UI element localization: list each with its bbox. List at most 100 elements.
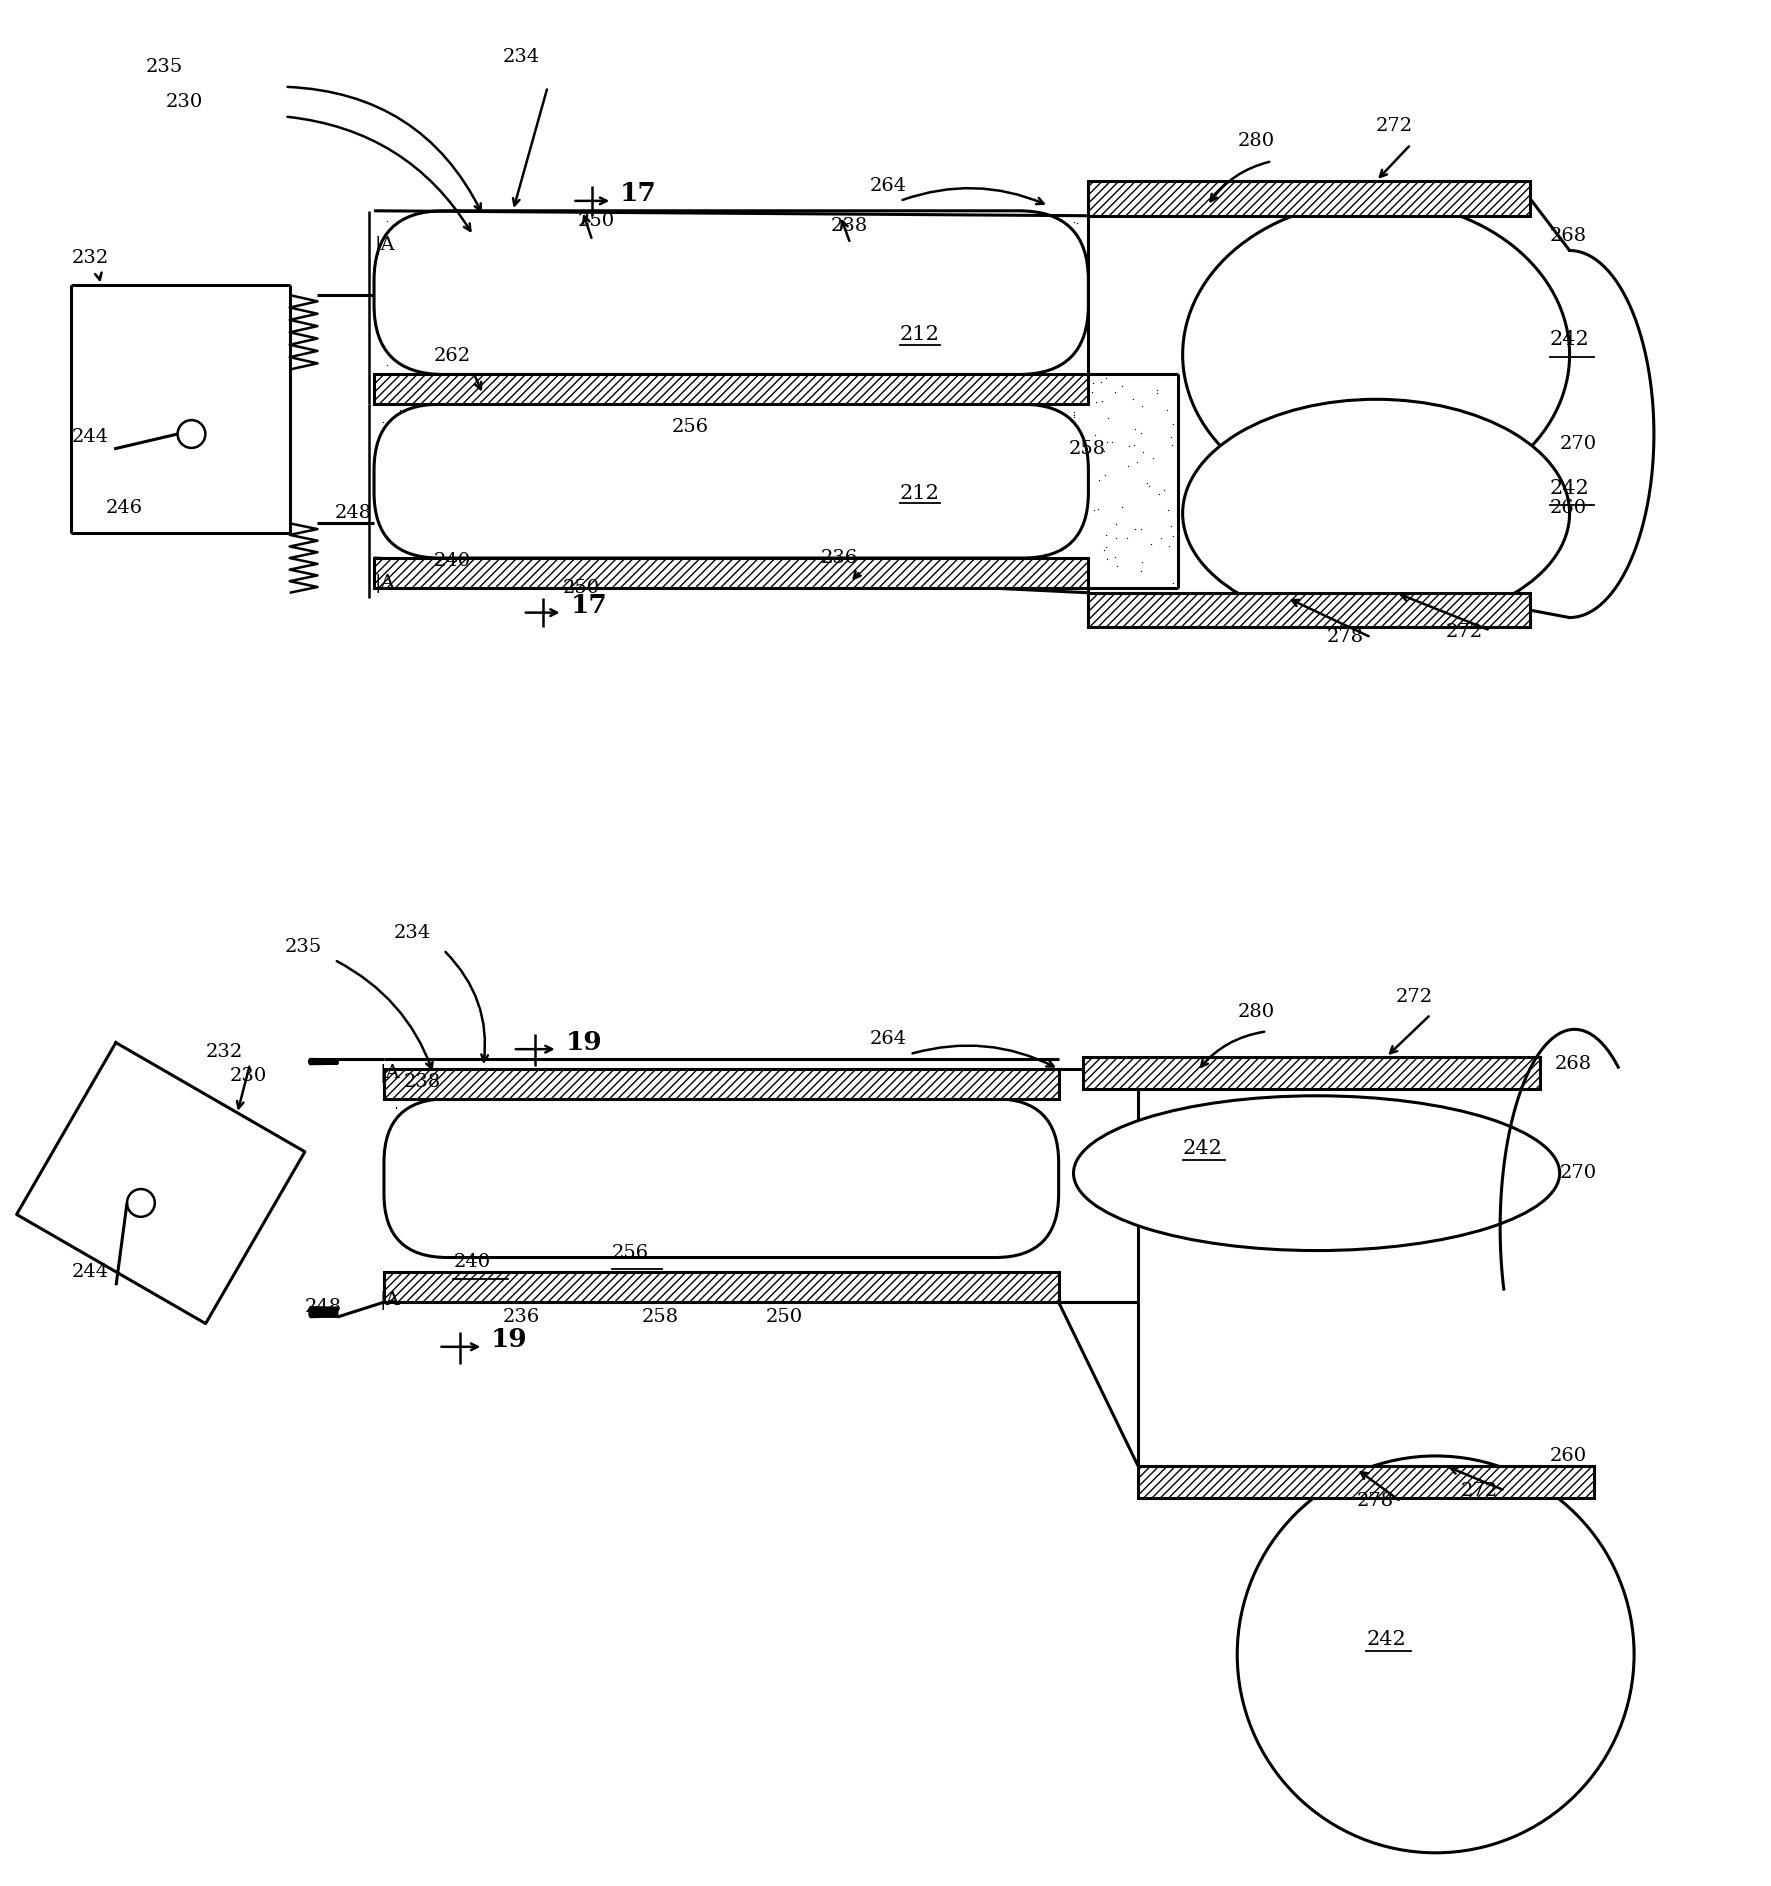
Point [1518,298,1546,328]
Text: |A: |A [379,1290,400,1309]
Point [739,500,767,530]
Point [397,417,425,447]
Point [1456,339,1484,370]
Point [1001,536,1029,566]
Point [1535,302,1564,332]
Point [1034,513,1063,543]
Point [1521,1596,1550,1626]
Point [808,1218,836,1249]
Point [1488,1660,1516,1690]
Point [903,1224,932,1254]
Point [1495,338,1523,368]
Point [1410,1765,1438,1795]
Point [1481,1175,1509,1205]
Point [1334,1524,1362,1554]
Point [1589,1682,1617,1712]
Point [763,1194,792,1224]
Point [1257,541,1286,571]
Point [1319,1128,1348,1158]
Point [1440,571,1468,602]
Point [1431,1454,1459,1484]
Point [1472,1152,1500,1183]
Point [1004,307,1032,338]
Point [1268,1596,1296,1626]
Point [813,468,841,498]
Point [971,1190,999,1220]
Point [861,264,889,294]
Point [1481,1169,1509,1199]
Point [1234,328,1263,358]
Point [1330,1746,1358,1777]
Point [1275,353,1303,383]
Point [1114,1154,1142,1184]
Point [1328,1215,1357,1245]
Point [565,536,593,566]
Point [1535,1722,1564,1752]
Point [1284,504,1312,534]
Point [1119,1183,1148,1213]
Point [744,1235,772,1266]
Point [1461,377,1489,407]
Point [1438,1503,1466,1533]
Point [1401,579,1429,609]
Point [1307,564,1335,594]
Point [1357,1482,1385,1513]
Point [1424,1105,1452,1135]
Point [1371,447,1399,477]
Point [1312,1105,1341,1135]
Point [1520,1775,1548,1805]
Point [1486,275,1514,306]
Point [1433,485,1461,515]
Point [1183,1179,1211,1209]
Point [1537,334,1566,364]
Point [584,1117,613,1147]
Point [487,324,515,355]
Point [1419,1173,1447,1203]
Point [1286,1166,1314,1196]
Point [1328,1673,1357,1703]
Point [1089,1150,1118,1181]
Point [1341,1486,1369,1516]
Point [1512,332,1541,362]
Point [1468,1149,1496,1179]
Point [1443,1111,1472,1141]
Point [1043,292,1071,323]
Point [990,221,1018,251]
Point [1530,1633,1558,1663]
Point [402,458,430,488]
Point [620,1233,648,1264]
Point [1312,1531,1341,1562]
Point [1351,1199,1380,1230]
Point [1018,1226,1047,1256]
Point [1234,568,1263,598]
Point [590,434,618,464]
Point [1288,221,1316,251]
Point [901,464,930,494]
Point [710,345,739,375]
Point [1468,1113,1496,1143]
Point [1401,1147,1429,1177]
Point [430,211,459,241]
Point [880,1094,909,1124]
Point [838,434,866,464]
Point [1387,1622,1415,1652]
Point [838,326,866,356]
Point [1250,426,1279,456]
Point [1454,1758,1482,1788]
Point [1241,262,1270,292]
Point [992,355,1020,385]
Point [1342,583,1371,613]
Point [1411,1198,1440,1228]
Point [976,1128,1004,1158]
Point [1346,336,1374,366]
Point [1459,232,1488,262]
Point [1259,1692,1288,1722]
Point [535,296,563,326]
Point [739,334,767,364]
Point [1254,1141,1282,1171]
Point [1280,1111,1309,1141]
Point [1334,204,1362,234]
Point [1211,519,1240,549]
Point [1456,1558,1484,1588]
Point [1505,1158,1534,1188]
